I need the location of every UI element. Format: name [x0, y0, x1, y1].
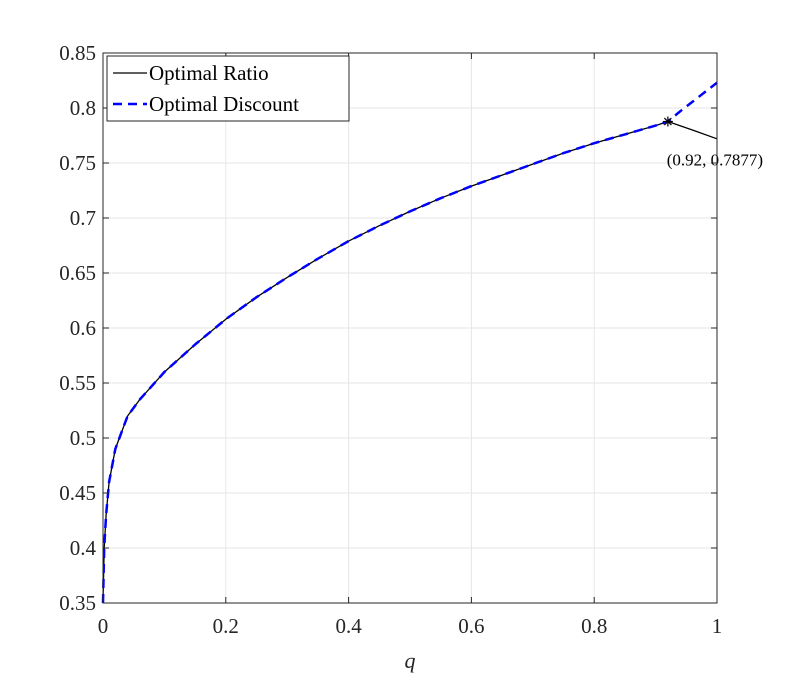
- y-tick-label: 0.7: [70, 206, 96, 230]
- y-tick-label: 0.6: [70, 316, 96, 340]
- annotation-marker: [662, 116, 673, 127]
- x-axis-label: q: [405, 648, 416, 673]
- tick-labels: 0 0.2 0.4 0.6 0.8 1 0.35 0.4 0.45 0.5 0.55 0.6 0.65 0…: [59, 41, 722, 638]
- x-tick-label: 0.4: [335, 614, 362, 638]
- x-tick-label: 0.6: [458, 614, 484, 638]
- series-line-optimal-discount: [101, 81, 718, 604]
- series-layer: [101, 81, 718, 604]
- y-tick-label: 0.85: [59, 41, 96, 65]
- annotation-label: (0.92, 0.7877): [667, 151, 763, 170]
- series-line-optimal-ratio: [102, 120, 718, 604]
- x-tick-label: 1: [712, 614, 723, 638]
- annotation-layer: (0.92, 0.7877): [662, 116, 763, 170]
- ticks: [102, 52, 718, 604]
- legend-label: Optimal Discount: [149, 92, 299, 116]
- x-tick-label: 0.8: [581, 614, 607, 638]
- legend: Optimal Ratio Optimal Discount: [106, 55, 350, 122]
- y-tick-label: 0.5: [70, 426, 96, 450]
- y-tick-label: 0.55: [59, 371, 96, 395]
- y-tick-label: 0.8: [70, 96, 96, 120]
- x-tick-label: 0: [98, 614, 109, 638]
- y-tick-label: 0.65: [59, 261, 96, 285]
- x-tick-label: 0.2: [213, 614, 239, 638]
- y-tick-label: 0.75: [59, 151, 96, 175]
- legend-label: Optimal Ratio: [149, 61, 269, 85]
- y-tick-label: 0.45: [59, 481, 96, 505]
- y-tick-label: 0.35: [59, 591, 96, 615]
- y-tick-label: 0.4: [70, 536, 97, 560]
- legend-box: [106, 55, 350, 122]
